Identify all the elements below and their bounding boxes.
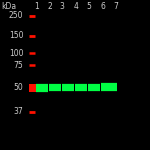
Bar: [75, 83, 87, 92]
Text: 50: 50: [14, 83, 23, 92]
Bar: [88, 83, 100, 92]
Bar: [62, 83, 74, 92]
Text: 1: 1: [34, 2, 39, 11]
Bar: [36, 84, 48, 92]
Text: 4: 4: [73, 2, 78, 11]
Bar: [62, 84, 74, 91]
Bar: [101, 82, 117, 92]
Text: 75: 75: [14, 61, 23, 70]
Bar: [49, 84, 61, 91]
Text: 2: 2: [47, 2, 52, 11]
Text: 5: 5: [87, 2, 92, 11]
Text: 250: 250: [9, 11, 23, 20]
Bar: [101, 83, 117, 91]
Bar: [29, 84, 36, 92]
Text: 37: 37: [14, 107, 23, 116]
Text: kDa: kDa: [1, 2, 16, 11]
Text: 7: 7: [113, 2, 118, 11]
Text: 150: 150: [9, 32, 23, 40]
Text: 3: 3: [60, 2, 65, 11]
Bar: [36, 83, 48, 93]
Bar: [75, 84, 87, 91]
Text: 6: 6: [100, 2, 105, 11]
Text: 100: 100: [9, 49, 23, 58]
Bar: [88, 84, 100, 91]
Bar: [49, 83, 61, 92]
